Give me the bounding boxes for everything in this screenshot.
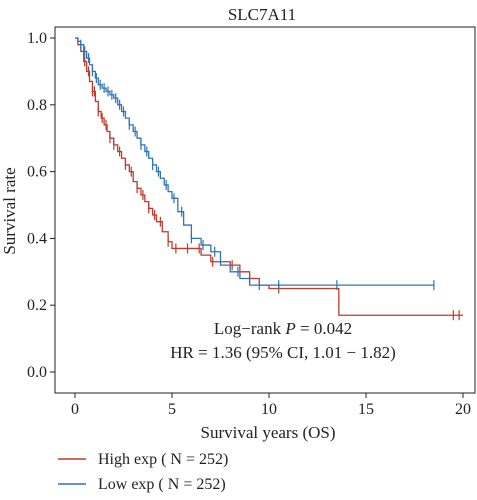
hazard-ratio-annotation: HR = 1.36 (95% CI, 1.01 − 1.82) xyxy=(170,343,396,362)
x-tick-label: 20 xyxy=(455,401,471,418)
x-axis-title: Survival years (OS) xyxy=(200,423,335,442)
x-tick-label: 5 xyxy=(168,401,176,418)
logrank-value: = 0.042 xyxy=(300,319,352,338)
plot-frame xyxy=(54,26,476,394)
series-line-0 xyxy=(75,37,463,316)
y-tick-label: 0.0 xyxy=(27,364,47,381)
x-tick-label: 10 xyxy=(261,401,277,418)
chart-title: SLC7A11 xyxy=(228,5,296,24)
logrank-p-symbol: P xyxy=(284,319,295,338)
survival-curves xyxy=(75,37,463,316)
censor-marks xyxy=(80,39,460,321)
y-axis-title: Survival rate xyxy=(0,167,19,254)
y-tick-label: 1.0 xyxy=(27,30,47,47)
logrank-annotation: Log−rank P = 0.042 xyxy=(214,319,352,338)
legend-label-1: Low exp ( N = 252) xyxy=(98,476,226,493)
y-tick-label: 0.6 xyxy=(27,164,47,181)
legend-label-0: High exp ( N = 252) xyxy=(98,451,228,468)
y-tick-label: 0.8 xyxy=(27,97,47,114)
y-tick-label: 0.4 xyxy=(27,230,47,247)
y-tick-label: 0.2 xyxy=(27,297,47,314)
logrank-prefix: Log−rank xyxy=(214,319,282,338)
legend: High exp ( N = 252) Low exp ( N = 252) xyxy=(58,451,228,493)
x-tick-label: 0 xyxy=(71,401,79,418)
x-tick-label: 15 xyxy=(358,401,374,418)
axes: 0 5 10 15 20 0.0 0.2 0.4 0.6 0.8 1.0 xyxy=(27,30,471,418)
series-line-1 xyxy=(75,37,434,286)
